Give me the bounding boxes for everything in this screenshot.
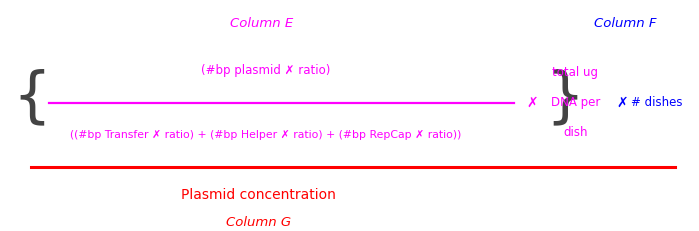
Text: Column F: Column F [594, 17, 657, 30]
Text: ((#bp Transfer ✗ ratio) + (#bp Helper ✗ ratio) + (#bp RepCap ✗ ratio)): ((#bp Transfer ✗ ratio) + (#bp Helper ✗ … [70, 130, 461, 140]
Text: }: } [545, 69, 584, 128]
Text: Plasmid concentration: Plasmid concentration [181, 188, 336, 202]
Text: {: { [12, 69, 51, 128]
Text: (#bp plasmid ✗ ratio): (#bp plasmid ✗ ratio) [201, 64, 331, 77]
Text: Column G: Column G [226, 216, 291, 229]
Text: dish: dish [563, 126, 588, 139]
Text: Column E: Column E [231, 17, 294, 30]
Text: ✗: ✗ [527, 96, 538, 110]
Text: total ug: total ug [552, 66, 598, 79]
Text: ✗: ✗ [617, 96, 628, 110]
Text: DNA per: DNA per [551, 96, 600, 109]
Text: # dishes: # dishes [631, 96, 683, 109]
